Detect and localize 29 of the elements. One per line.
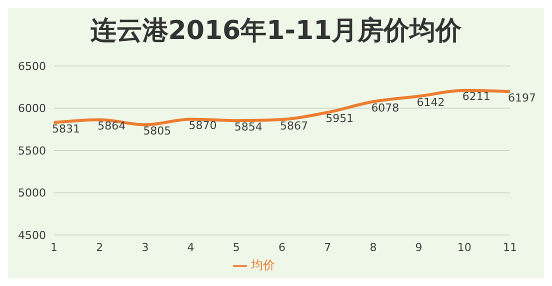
data-label: 6078: [371, 101, 400, 114]
data-label: 6197: [508, 91, 536, 104]
x-tick-label: 2: [96, 240, 104, 254]
x-tick-label: 6: [278, 240, 286, 254]
y-tick-label: 6000: [18, 102, 46, 116]
x-tick-label: 3: [142, 240, 149, 254]
x-tick-label: 4: [187, 240, 194, 254]
data-label: 5951: [326, 112, 354, 126]
x-tick-label: 9: [415, 240, 422, 254]
data-label: 5831: [52, 122, 80, 136]
y-tick-label: 5500: [18, 144, 46, 158]
x-tick-label: 11: [503, 240, 517, 254]
data-label: 5805: [143, 124, 172, 138]
chart-title: 连云港2016年1-11月房价均价: [89, 15, 463, 48]
x-tick-label: 5: [232, 240, 240, 254]
x-tick-label: 10: [457, 240, 472, 254]
data-label: 5854: [234, 120, 262, 134]
x-tick-label: 8: [370, 240, 377, 254]
data-label: 6142: [416, 96, 445, 110]
y-tick-label: 6500: [18, 60, 46, 73]
y-tick-label: 5000: [18, 186, 46, 200]
data-label: 5867: [280, 119, 308, 132]
x-tick-label: 7: [324, 240, 332, 254]
y-tick-label: 4500: [18, 228, 46, 242]
x-tick-label: 1: [50, 240, 58, 254]
legend-label: 均价: [251, 258, 275, 272]
data-label: 5870: [188, 119, 217, 132]
data-label: 6211: [462, 90, 490, 104]
data-label: 5864: [98, 120, 126, 133]
